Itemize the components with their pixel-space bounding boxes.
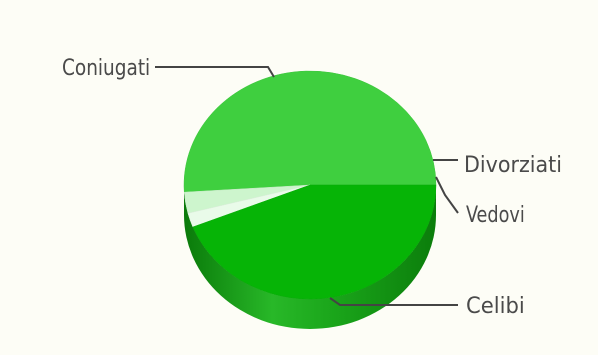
leader-line-coniugati	[155, 66, 275, 78]
slice-label-celibi: Celibi	[466, 294, 525, 319]
pie-top-layer	[183, 70, 437, 300]
slice-label-coniugati: Coniugati	[62, 56, 150, 81]
pie-side-layer	[184, 185, 436, 329]
slice-label-vedovi: Vedovi	[466, 203, 525, 228]
pie-slice-celibi	[192, 184, 437, 300]
pie-slice-coniugati	[183, 70, 437, 193]
slice-label-divorziati: Divorziati	[464, 153, 562, 178]
leader-line-celibi	[329, 297, 458, 306]
slice-labels-layer: Coniugati Divorziati Vedovi Celibi	[62, 56, 562, 319]
pie-side-wall	[184, 185, 436, 329]
leader-lines-layer	[155, 66, 459, 306]
leader-line-vedovi	[435, 176, 459, 214]
